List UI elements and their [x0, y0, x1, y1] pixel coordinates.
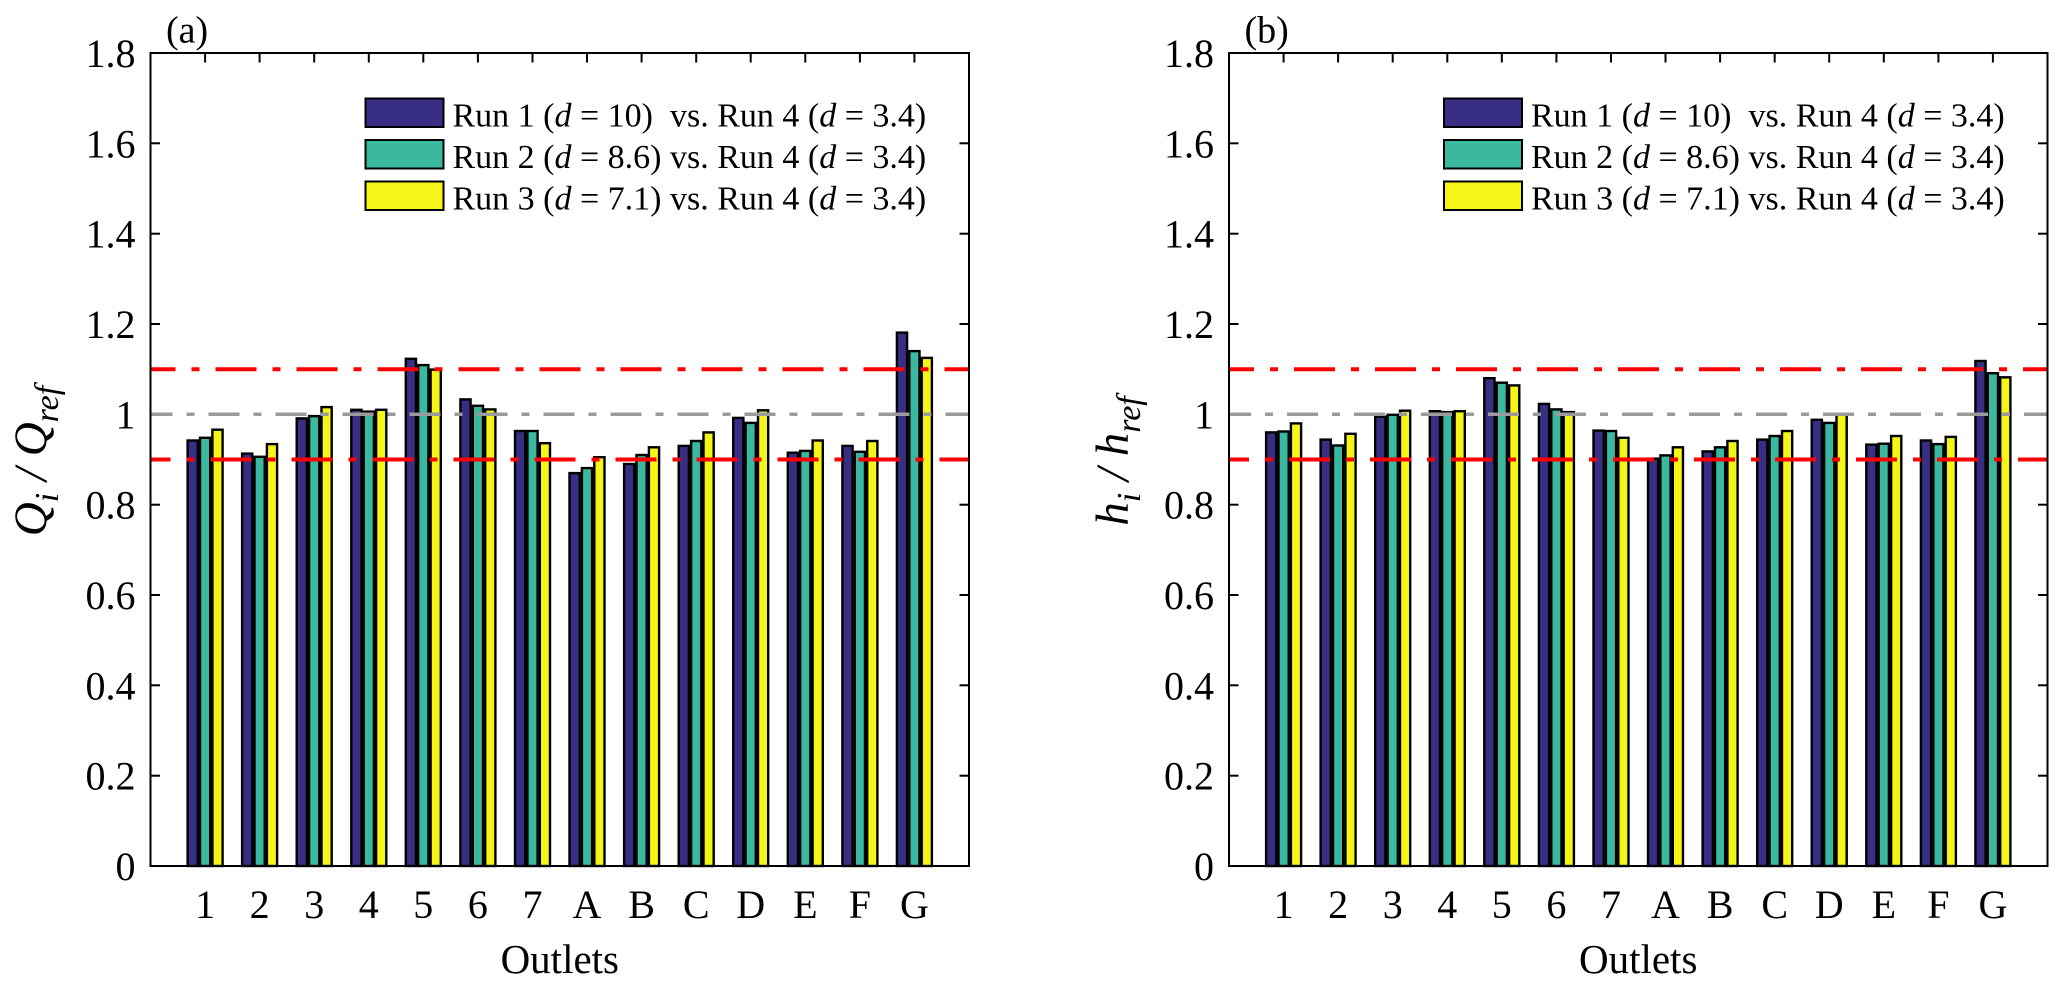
svg-text:Run 2 (d = 8.6) vs. Run 4 (d =: Run 2 (d = 8.6) vs. Run 4 (d = 3.4) [1531, 139, 2005, 176]
svg-text:7: 7 [523, 882, 543, 927]
svg-text:1.4: 1.4 [1164, 212, 1214, 257]
svg-text:0: 0 [116, 844, 136, 889]
svg-text:Run 3 (d = 7.1) vs. Run 4 (d =: Run 3 (d = 7.1) vs. Run 4 (d = 3.4) [1531, 181, 2005, 218]
svg-text:6: 6 [1546, 882, 1566, 927]
svg-text:3: 3 [304, 882, 324, 927]
svg-text:Run 2 (d = 8.6) vs. Run 4 (d =: Run 2 (d = 8.6) vs. Run 4 (d = 3.4) [453, 139, 927, 176]
svg-text:1: 1 [116, 392, 136, 437]
svg-text:4: 4 [1437, 882, 1457, 927]
svg-text:0.4: 0.4 [86, 663, 136, 708]
svg-text:B: B [1707, 882, 1734, 927]
svg-text:Qi / Qref: Qi / Qref [5, 381, 66, 536]
svg-text:(b): (b) [1245, 10, 1289, 52]
svg-text:A: A [573, 882, 602, 927]
svg-text:Run 1 (d = 10) vs. Run 4 (d =: Run 1 (d = 10) vs. Run 4 (d = 3.4) [1531, 98, 2005, 135]
svg-text:0.6: 0.6 [1164, 573, 1214, 618]
svg-text:1.6: 1.6 [1164, 121, 1214, 166]
svg-text:7: 7 [1601, 882, 1621, 927]
svg-text:0.8: 0.8 [86, 483, 136, 528]
svg-text:1.2: 1.2 [86, 302, 136, 347]
svg-text:3: 3 [1383, 882, 1403, 927]
svg-text:Outlets: Outlets [501, 936, 619, 982]
svg-text:F: F [849, 882, 871, 927]
svg-text:2: 2 [250, 882, 270, 927]
svg-text:1: 1 [1274, 882, 1294, 927]
svg-text:0.2: 0.2 [86, 754, 136, 799]
svg-text:1: 1 [195, 882, 215, 927]
svg-text:C: C [1761, 882, 1788, 927]
svg-text:6: 6 [468, 882, 488, 927]
svg-text:A: A [1651, 882, 1680, 927]
svg-text:0: 0 [1194, 844, 1214, 889]
svg-text:4: 4 [359, 882, 379, 927]
svg-text:D: D [1815, 882, 1844, 927]
svg-text:0.6: 0.6 [86, 573, 136, 618]
svg-text:0.2: 0.2 [1164, 754, 1214, 799]
svg-text:2: 2 [1328, 882, 1348, 927]
svg-text:F: F [1927, 882, 1949, 927]
svg-text:1.6: 1.6 [86, 121, 136, 166]
svg-text:5: 5 [1492, 882, 1512, 927]
svg-text:0.8: 0.8 [1164, 483, 1214, 528]
svg-text:D: D [736, 882, 765, 927]
svg-text:hi / href: hi / href [1087, 392, 1148, 526]
svg-text:C: C [683, 882, 710, 927]
svg-text:G: G [900, 882, 929, 927]
svg-text:E: E [1872, 882, 1896, 927]
svg-text:Outlets: Outlets [1579, 936, 1697, 982]
svg-text:1.8: 1.8 [86, 31, 136, 76]
svg-text:G: G [1978, 882, 2007, 927]
svg-text:Run 1 (d = 10) vs. Run 4 (d =: Run 1 (d = 10) vs. Run 4 (d = 3.4) [453, 98, 927, 135]
svg-text:Run 3 (d = 7.1) vs. Run 4 (d =: Run 3 (d = 7.1) vs. Run 4 (d = 3.4) [453, 181, 927, 218]
svg-text:5: 5 [413, 882, 433, 927]
svg-text:(a): (a) [166, 10, 208, 52]
svg-text:1.2: 1.2 [1164, 302, 1214, 347]
svg-text:E: E [793, 882, 817, 927]
svg-text:1: 1 [1194, 392, 1214, 437]
svg-text:B: B [628, 882, 655, 927]
svg-text:1.4: 1.4 [86, 212, 136, 257]
svg-text:0.4: 0.4 [1164, 663, 1214, 708]
svg-text:1.8: 1.8 [1164, 31, 1214, 76]
